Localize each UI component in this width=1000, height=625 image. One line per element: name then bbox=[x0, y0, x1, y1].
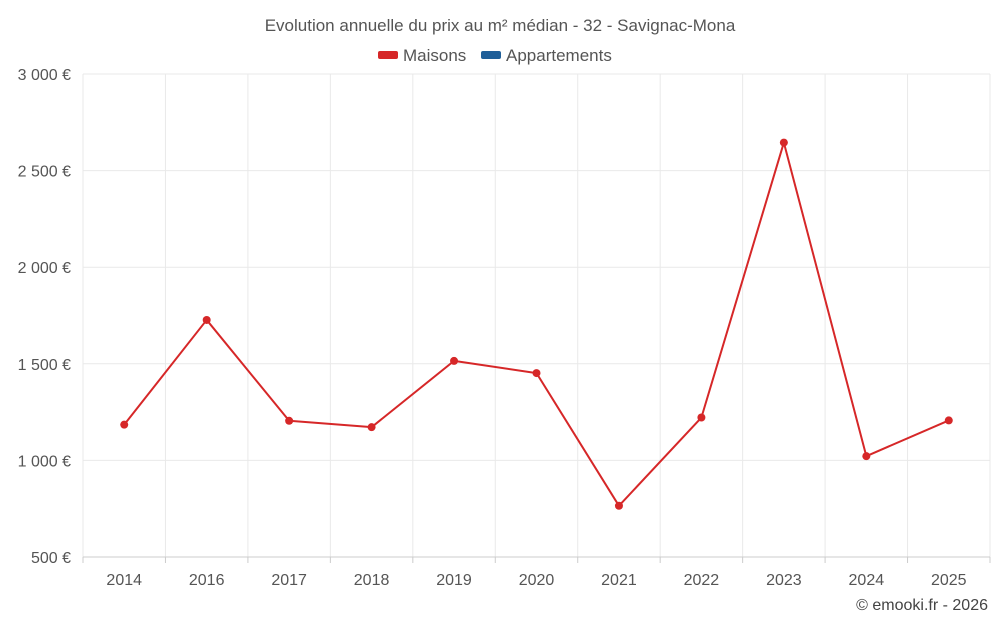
data-point-maisons[interactable] bbox=[862, 452, 871, 461]
x-tick-label: 2025 bbox=[931, 572, 967, 589]
data-point-maisons[interactable] bbox=[944, 416, 953, 425]
legend-item-appartements[interactable]: Appartements bbox=[481, 46, 612, 65]
credit-text: © emooki.fr - 2026 bbox=[856, 597, 988, 614]
x-tick-label: 2023 bbox=[766, 572, 802, 589]
data-point-maisons[interactable] bbox=[532, 369, 541, 378]
legend-label-maisons: Maisons bbox=[403, 46, 466, 65]
x-tick-label: 2019 bbox=[436, 572, 472, 589]
data-point-maisons[interactable] bbox=[697, 413, 706, 422]
x-tick-label: 2022 bbox=[684, 572, 720, 589]
y-tick-label: 2 500 € bbox=[18, 164, 71, 181]
grid-lines bbox=[82, 73, 991, 557]
y-tick-label: 3 000 € bbox=[18, 67, 71, 84]
x-tick-label: 2018 bbox=[354, 572, 390, 589]
data-point-maisons[interactable] bbox=[367, 423, 376, 432]
x-tick-label: 2020 bbox=[519, 572, 555, 589]
legend-swatch-maisons bbox=[378, 51, 398, 59]
data-point-maisons[interactable] bbox=[285, 416, 294, 425]
legend: Maisons Appartements bbox=[378, 46, 612, 65]
x-tick-label: 2021 bbox=[601, 572, 637, 589]
legend-item-maisons[interactable]: Maisons bbox=[378, 46, 466, 65]
data-point-maisons[interactable] bbox=[614, 501, 623, 510]
chart-title: Evolution annuelle du prix au m² médian … bbox=[265, 16, 736, 35]
data-point-maisons[interactable] bbox=[779, 138, 788, 147]
data-point-maisons[interactable] bbox=[450, 356, 459, 365]
legend-swatch-appartements bbox=[481, 51, 501, 59]
x-tick-label: 2016 bbox=[189, 572, 225, 589]
data-point-maisons[interactable] bbox=[120, 420, 129, 429]
x-tick-label: 2014 bbox=[106, 572, 142, 589]
x-tick-label: 2017 bbox=[271, 572, 307, 589]
x-axis: 2014 2016 2017 2018 2019 2020 2021 2022 2023 2024… bbox=[82, 556, 991, 589]
x-tick-label: 2024 bbox=[849, 572, 885, 589]
y-tick-label: 1 500 € bbox=[18, 357, 71, 374]
data-point-maisons[interactable] bbox=[202, 315, 211, 324]
y-tick-label: 500 € bbox=[31, 550, 71, 567]
y-tick-label: 2 000 € bbox=[18, 260, 71, 277]
series-layer bbox=[120, 138, 953, 510]
y-axis: 500 € 1 000 € 1 500 € 2 000 € 2 500 € 3 000 € bbox=[18, 67, 71, 567]
legend-label-appartements: Appartements bbox=[506, 46, 612, 65]
y-tick-label: 1 000 € bbox=[18, 453, 71, 470]
